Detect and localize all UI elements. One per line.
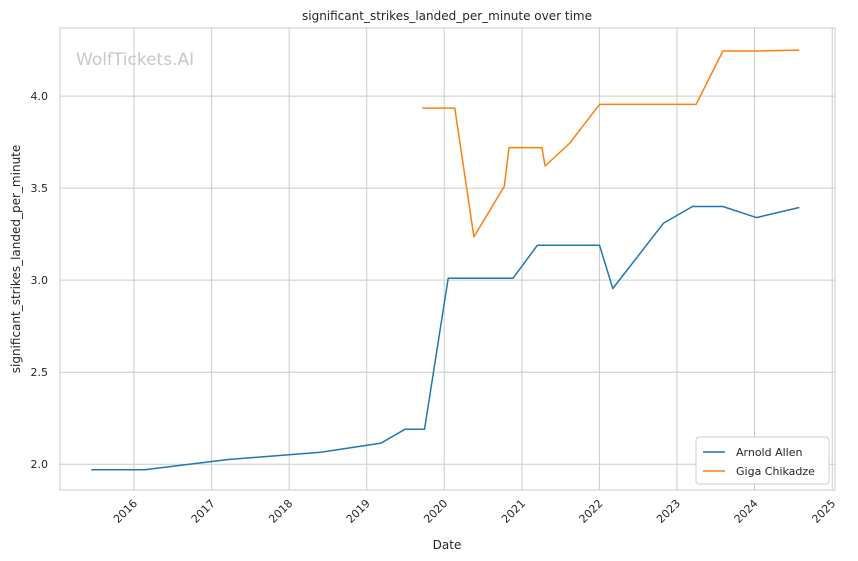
- x-tick-label: 2016: [111, 497, 140, 526]
- series-line-arnold-allen: [91, 205, 800, 471]
- y-axis-title: significant_strikes_landed_per_minute: [9, 145, 23, 374]
- x-tick-label: 2020: [421, 497, 450, 526]
- y-tick-label: 2.0: [31, 458, 49, 471]
- chart-title: significant_strikes_landed_per_minute ov…: [302, 9, 592, 23]
- x-tick-label: 2021: [499, 497, 528, 526]
- x-tick-label: 2018: [266, 497, 295, 526]
- legend-label-giga-chikadze: Giga Chikadze: [736, 465, 815, 478]
- y-tick-label: 2.5: [31, 366, 49, 379]
- series-line-giga-chikadze: [422, 49, 800, 238]
- legend: Arnold Allen Giga Chikadze: [695, 436, 830, 485]
- y-tick-label: 3.5: [31, 182, 49, 195]
- y-tick-label: 4.0: [31, 90, 49, 103]
- x-tick-label: 2017: [189, 497, 218, 526]
- y-tick-labels: 2.0 2.5 3.0 3.5 4.0: [31, 90, 49, 471]
- plot-area: [59, 27, 836, 491]
- watermark: WolfTickets.AI: [76, 50, 194, 70]
- x-tick-label: 2025: [809, 497, 838, 526]
- series-lines: [91, 49, 800, 471]
- legend-box: [695, 436, 830, 485]
- x-tick-labels: 2016 2017 2018 2019 2020 2021 2022 2023 2024 2025: [111, 497, 838, 526]
- x-tick-label: 2024: [732, 497, 761, 526]
- x-axis-title: Date: [433, 538, 462, 552]
- y-tick-label: 3.0: [31, 274, 49, 287]
- legend-label-arnold-allen: Arnold Allen: [736, 446, 802, 459]
- x-tick-label: 2019: [344, 497, 373, 526]
- x-tick-label: 2023: [654, 497, 683, 526]
- x-tick-label: 2022: [577, 497, 606, 526]
